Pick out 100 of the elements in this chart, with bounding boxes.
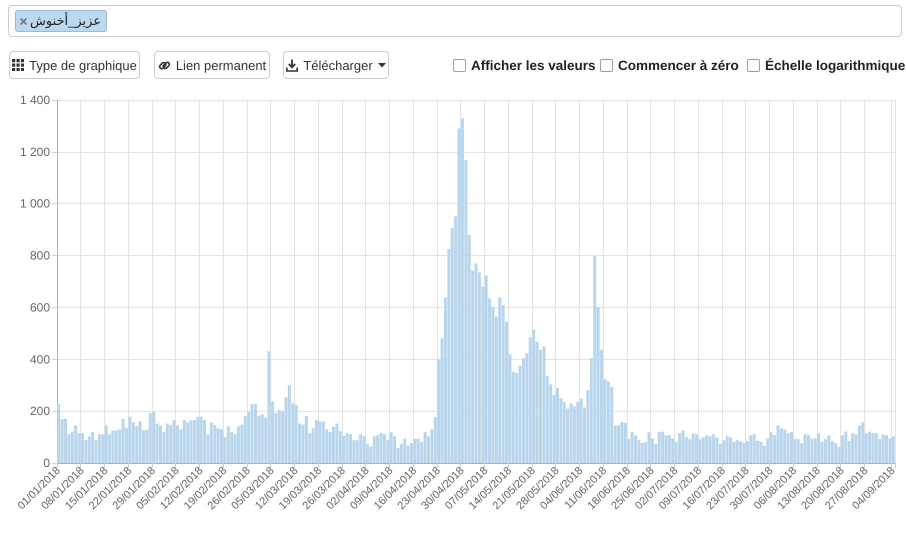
bar [152,411,156,463]
bar [796,439,800,463]
bar [98,434,101,463]
bar [200,416,203,463]
y-tick-label: 1 400 [20,93,50,107]
bar [702,437,705,463]
bar [695,434,698,463]
bar [210,422,213,463]
bar [882,434,885,463]
bar [380,433,382,463]
bar [851,433,854,463]
bar [376,435,380,463]
bar [648,432,651,463]
bar [708,436,712,463]
bar [658,432,661,463]
y-tick-label: 600 [30,300,50,314]
bar [315,420,318,463]
bar [776,425,780,463]
bar [804,434,807,463]
bar [460,118,464,463]
bar [237,426,240,463]
bar [749,435,752,463]
bar [871,433,874,463]
bar [624,422,627,463]
bar [752,434,756,463]
bar [868,432,872,463]
bar [692,433,695,463]
bar [715,437,718,463]
bar [382,434,386,463]
bar [346,433,349,463]
bar [783,430,786,463]
bar [114,430,118,463]
bar [196,416,200,463]
bar [824,439,827,463]
bar [827,435,830,463]
text: Échelle logarithmique [765,58,906,73]
y-tick-label: 800 [30,248,50,263]
bar [728,437,732,463]
bar [736,440,739,463]
bar [678,433,682,463]
tag: عزيز_أخنوش [15,10,108,32]
bar [104,425,108,463]
bar [712,434,715,463]
bar [580,398,583,463]
button: Type de graphique [9,51,140,79]
bar [844,432,848,463]
bar [192,420,196,463]
bar [304,416,308,463]
bar [424,432,427,463]
bar [705,436,708,463]
bar [681,430,684,463]
bar [348,434,352,463]
bar [861,422,864,463]
bar [203,420,206,463]
bar [892,436,895,463]
bar [726,436,729,463]
bar [570,403,572,463]
bar [80,433,84,463]
button: Télécharger [283,51,389,79]
text: Afficher les valeurs [471,58,596,73]
bar [244,416,247,463]
y-tick-label: 400 [30,352,50,366]
bar [617,425,620,463]
y-tick-label: 0 [43,456,50,470]
bar [220,429,224,463]
bar [158,425,162,463]
bar [556,388,559,463]
bar [874,433,878,463]
bar [661,432,664,463]
bar [620,422,624,463]
bar [722,440,726,463]
bar [74,425,78,463]
y-tick-label: 1 200 [20,144,50,159]
bar [294,405,298,463]
y-tick-label: 200 [30,404,50,418]
bar [260,414,264,463]
bar [671,438,674,463]
bar [393,436,396,463]
bar [885,435,888,463]
bar [166,424,169,463]
bar [606,381,610,463]
bar [542,346,546,463]
y-tick-label: 1 000 [20,196,50,211]
bar [484,275,488,463]
bar [416,438,420,463]
bar [562,402,566,463]
bar [128,416,132,463]
bar [413,438,416,463]
bar [474,264,478,463]
bar [322,422,325,463]
bar [186,422,190,463]
bar [739,441,742,463]
bar [122,418,125,463]
bar [742,443,746,463]
bar [138,422,142,463]
bar [786,433,790,463]
bar [817,433,820,463]
bar [532,330,536,463]
bar [91,432,94,463]
bar [810,439,814,463]
